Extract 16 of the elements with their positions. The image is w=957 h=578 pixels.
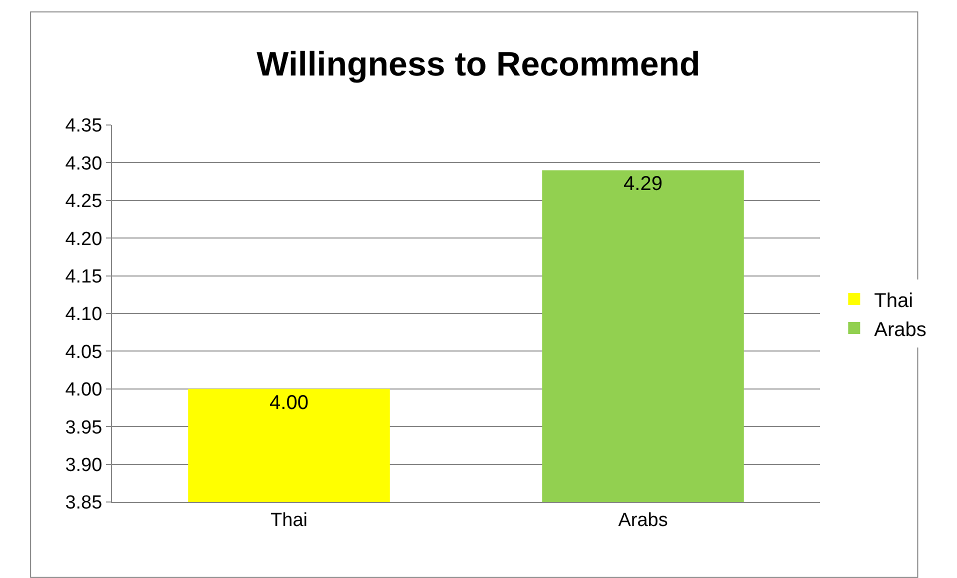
y-tick-label: 3.85 (65, 492, 102, 514)
y-tick-label: 4.35 (65, 116, 102, 137)
chart-title: Willingness to Recommend (256, 45, 700, 84)
y-tick-label: 4.15 (65, 266, 102, 288)
data-label: 4.00 (270, 392, 308, 414)
legend-label: Thai (874, 290, 914, 312)
legend-label: Arabs (874, 318, 926, 341)
y-tick-label: 3.95 (65, 417, 102, 438)
y-tick-label: 4.20 (65, 228, 102, 250)
y-tick-label: 4.10 (65, 304, 102, 326)
y-tick-label: 4.05 (65, 342, 102, 363)
y-tick-label: 4.25 (65, 191, 102, 212)
y-tick-label: 4.00 (65, 380, 102, 401)
data-label: 4.29 (624, 173, 662, 196)
y-tick-label: 3.90 (65, 454, 102, 476)
y-tick-label: 4.30 (65, 153, 102, 174)
